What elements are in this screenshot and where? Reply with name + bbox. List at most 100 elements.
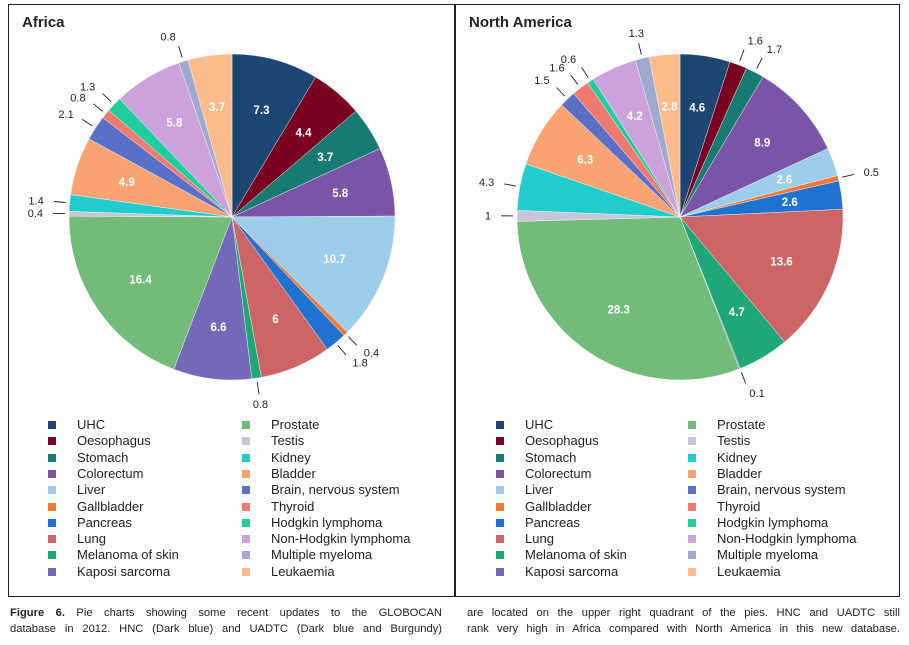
caption-right-line2: rank very high in Africa compared with N… — [467, 623, 900, 635]
africa-label-leukaemia: 3.7 — [209, 102, 225, 114]
legend-swatch — [48, 421, 56, 429]
legend-swatch — [48, 486, 56, 495]
legend-swatch — [496, 518, 504, 527]
africa-leader-hodgkin-lymphoma — [102, 93, 112, 103]
legend-label: Kidney — [271, 449, 311, 465]
legend-label: Non-Hodgkin lymphoma — [717, 531, 857, 547]
africa-leader-thyroid — [93, 103, 103, 112]
legend-label: Gallbladder — [525, 498, 592, 514]
legend-label: Testis — [717, 433, 751, 449]
legend-label: Leukaemia — [271, 563, 335, 579]
legend-swatch — [48, 502, 56, 511]
north-america-leader-oesophagus — [739, 49, 745, 62]
legend-swatch — [242, 567, 250, 576]
africa-label-lung: 6 — [272, 314, 278, 326]
legend-swatch — [688, 535, 696, 544]
north-america-label-kidney: 4.3 — [479, 177, 494, 189]
africa-leader-brain-nervous-system — [81, 118, 93, 127]
legend-swatch — [688, 469, 696, 478]
north-america-leader-kaposi-sarcoma — [740, 372, 747, 384]
north-america-leader-stomach — [756, 57, 763, 69]
legend-label: UHC — [77, 417, 106, 432]
north-america-label-lung: 13.6 — [770, 257, 792, 269]
north-america-label-kaposi-sarcoma: 0.1 — [749, 388, 764, 400]
legend-swatch — [48, 535, 56, 544]
north-america-title: North America — [469, 14, 572, 31]
north-america-label-brain-nervous-system: 1.5 — [534, 75, 549, 87]
legend-swatch — [688, 453, 696, 462]
legend-label: Melanoma of skin — [525, 547, 627, 563]
africa-label-colorectum: 5.8 — [332, 188, 349, 200]
legend-label: Liver — [525, 482, 554, 498]
caption-label: Figure 6. — [10, 607, 65, 619]
legend-label: Pancreas — [525, 514, 580, 530]
legend-swatch — [688, 502, 696, 511]
caption-left-line1: Figure 6. Pie charts showing some recent… — [10, 607, 443, 619]
north-america-leader-thyroid — [570, 74, 579, 85]
legend-label: Prostate — [717, 417, 766, 432]
legend-swatch — [496, 551, 504, 560]
africa-label-brain-nervous-system: 2.1 — [58, 109, 73, 121]
africa-label-liver: 10.7 — [323, 254, 345, 266]
north-america-pie: 4.6 1.6 1.7 8.9 2.6 0.5 2.6 13.6 4.7 0.1 28.3 1 4.3 6… — [479, 28, 879, 400]
legend-swatch — [48, 453, 56, 462]
africa-slice-prostate — [68, 215, 233, 370]
africa-label-testis: 0.4 — [28, 208, 43, 220]
africa-label-prostate: 16.4 — [129, 275, 152, 287]
north-america-leader-hodgkin-lymphoma — [581, 67, 589, 78]
legend-swatch — [688, 437, 696, 446]
legend-swatch — [242, 421, 250, 429]
panel-divider — [454, 4, 456, 597]
caption-right-line1: are located on the upper right quadrant … — [467, 607, 900, 619]
north-america-label-oesophagus: 1.6 — [748, 36, 763, 48]
africa-leader-gallbladder — [348, 336, 358, 346]
legend-label: Kidney — [717, 449, 757, 465]
legend-label: Gallbladder — [77, 498, 144, 514]
north-america-label-stomach: 1.7 — [767, 44, 782, 56]
legend-swatch — [48, 567, 56, 576]
legend-swatch — [48, 469, 56, 478]
africa-label-multiple-myeloma: 0.8 — [160, 32, 175, 44]
north-america-label-non-hodgkin-lymphoma: 4.2 — [627, 111, 643, 123]
africa-label-non-hodgkin-lymphoma: 5.8 — [166, 117, 183, 129]
legend-label: Bladder — [271, 465, 316, 481]
africa-label-stomach: 3.7 — [317, 152, 333, 164]
africa-pie: 7.34.43.75.810.70.41.860.86.616.40.41.44… — [28, 32, 396, 411]
legend-label: Prostate — [271, 417, 320, 432]
legend-label: Colorectum — [77, 465, 144, 481]
legend-swatch — [496, 486, 504, 495]
north-america-slice-lung — [679, 209, 844, 343]
africa-leader-kidney — [53, 201, 66, 203]
africa-label-bladder: 4.9 — [119, 177, 135, 189]
legend-swatch — [242, 469, 250, 478]
legend-swatch — [688, 486, 696, 495]
legend-label: Thyroid — [717, 498, 761, 514]
legend-label: Bladder — [717, 465, 762, 481]
africa-label-kaposi-sarcoma: 6.6 — [211, 322, 227, 334]
north-america-label-uhc: 4.6 — [689, 103, 705, 115]
north-america-label-multiple-myeloma: 1.3 — [629, 28, 644, 40]
legend-label: Oesophagus — [525, 433, 599, 449]
legend-label: Lung — [525, 531, 554, 547]
africa-title: Africa — [22, 14, 65, 31]
legend-label: Colorectum — [525, 465, 592, 481]
legend-swatch — [48, 551, 56, 560]
legend-label: Brain, nervous system — [717, 482, 846, 498]
north-america-label-thyroid: 1.6 — [549, 62, 564, 74]
legend-swatch — [688, 551, 696, 560]
legend-label: Multiple myeloma — [271, 547, 373, 563]
legend-label: Pancreas — [77, 514, 132, 530]
legend-label: UHC — [525, 417, 554, 432]
figure-caption-left: Figure 6. Pie charts showing some recent… — [10, 605, 442, 637]
north-america-label-leukaemia: 2.8 — [662, 102, 679, 114]
africa-leader-melanoma-of-skin — [256, 382, 260, 395]
legend-swatch — [688, 421, 696, 429]
legend-label: Lung — [77, 531, 106, 547]
africa-label-kidney: 1.4 — [28, 196, 43, 208]
legend-swatch — [242, 518, 250, 527]
legend-swatch — [242, 437, 250, 446]
africa-leader-multiple-myeloma — [178, 45, 183, 58]
legend-label: Leukaemia — [717, 563, 781, 579]
legend-label: Oesophagus — [77, 433, 151, 449]
legend-label: Kaposi sarcoma — [525, 563, 619, 579]
